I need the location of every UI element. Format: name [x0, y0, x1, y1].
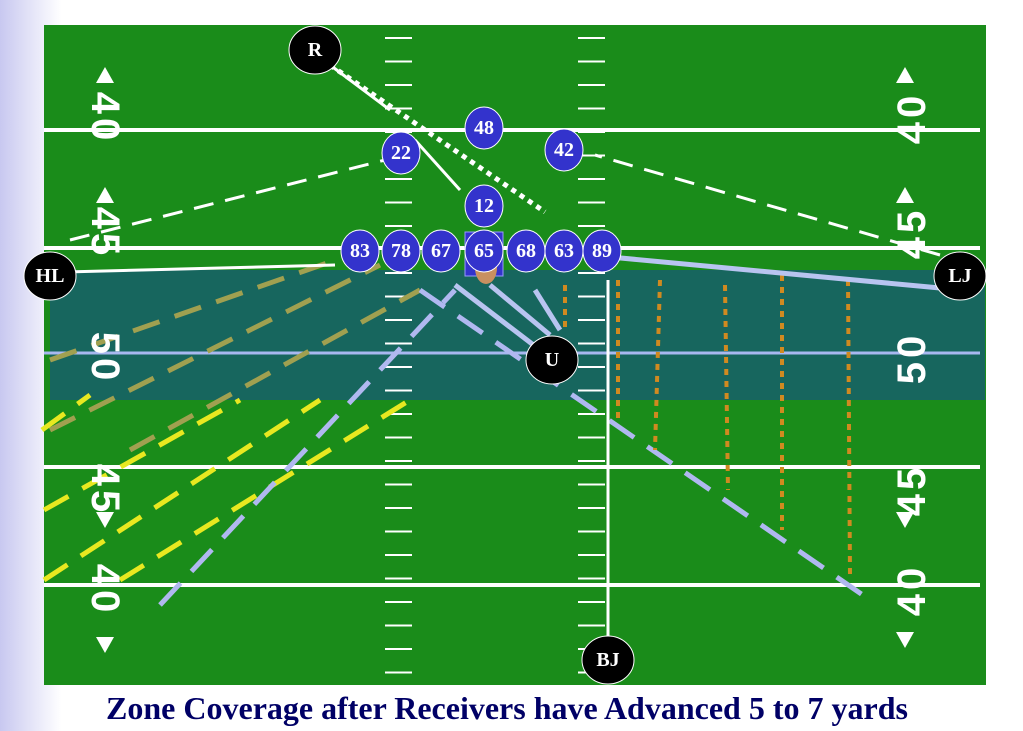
defender-label: 42	[554, 139, 574, 161]
yard-number: 45	[890, 464, 934, 517]
yard-number: 40	[890, 564, 934, 617]
yard-number: 45	[890, 207, 934, 260]
official-label: LJ	[948, 265, 971, 287]
official-label: BJ	[596, 649, 619, 671]
yard-arrow	[96, 512, 114, 528]
offense-marker	[381, 229, 421, 273]
yard-number: 40	[83, 92, 127, 145]
caption: Zone Coverage after Receivers have Advan…	[106, 690, 908, 726]
defender-marker	[464, 184, 504, 228]
yard-number: 40	[83, 564, 127, 617]
offense-label: 89	[592, 240, 612, 262]
yard-arrow	[896, 632, 914, 648]
yard-arrow	[96, 67, 114, 83]
official-marker	[288, 25, 342, 75]
offense-marker	[340, 229, 380, 273]
official-marker	[933, 251, 987, 301]
defender-marker	[381, 131, 421, 175]
yard-number: 50	[83, 332, 127, 385]
offense-label: 78	[391, 240, 411, 262]
yard-number: 40	[890, 92, 934, 145]
yard-arrow	[96, 187, 114, 203]
yard-number: 45	[83, 207, 127, 260]
yard-number: 45	[83, 464, 127, 517]
yard-number: 50	[890, 332, 934, 385]
offense-label: 68	[516, 240, 536, 262]
official-label: U	[545, 349, 559, 371]
official-label: HL	[36, 265, 65, 287]
yard-lines	[44, 128, 980, 587]
defender-label: 48	[474, 117, 494, 139]
offense-marker	[582, 229, 622, 273]
defender-label: 12	[474, 195, 494, 217]
yard-arrow	[896, 67, 914, 83]
players: R HL LJ U BJ 48 22 42 12 83 78 67 65 68 63 89	[23, 25, 987, 685]
yard-arrow	[896, 187, 914, 203]
coverage-lines	[40, 62, 941, 640]
offense-label: 63	[554, 240, 574, 262]
offense-marker	[464, 229, 504, 273]
yard-arrow	[896, 512, 914, 528]
defender-label: 22	[391, 142, 411, 164]
official-label: R	[308, 39, 323, 61]
defender-marker	[464, 106, 504, 150]
official-marker	[525, 335, 579, 385]
offense-marker	[421, 229, 461, 273]
official-marker	[23, 251, 77, 301]
yard-arrow	[96, 637, 114, 653]
offense-label: 65	[474, 240, 494, 262]
defender-marker	[544, 128, 584, 172]
offense-label: 83	[350, 240, 370, 262]
offense-label: 67	[431, 240, 451, 262]
official-marker	[581, 635, 635, 685]
